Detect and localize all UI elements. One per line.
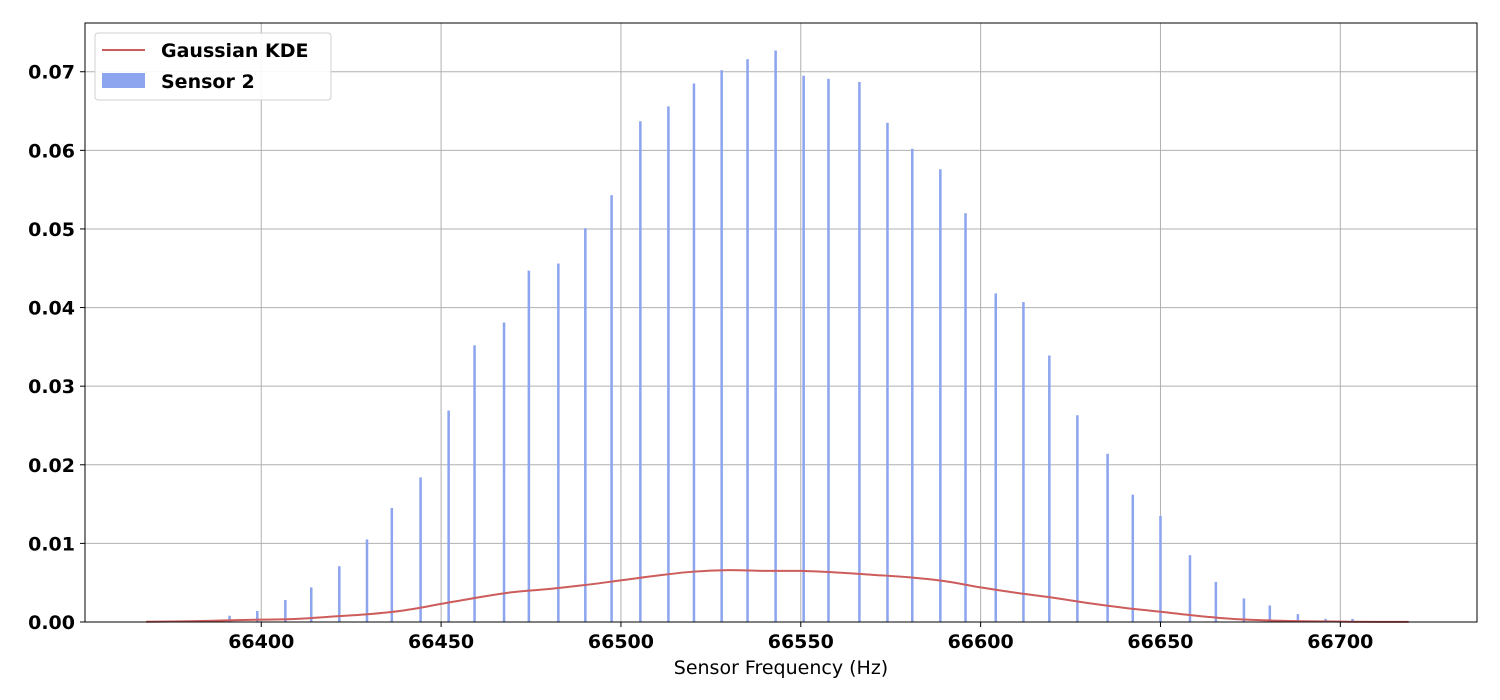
histogram-bar xyxy=(994,293,997,622)
histogram-bar xyxy=(365,539,369,622)
x-tick-label: 66550 xyxy=(768,631,834,653)
histogram-bar xyxy=(610,195,613,622)
y-tick-label: 0.06 xyxy=(28,140,75,162)
histogram-bar xyxy=(1076,415,1079,622)
histogram-bar xyxy=(886,122,889,622)
histogram-bar xyxy=(584,228,587,622)
histogram-bar xyxy=(390,508,394,622)
legend-sensor-2-swatch xyxy=(102,73,145,88)
histogram-bar xyxy=(419,477,422,622)
histogram-bar xyxy=(774,50,777,622)
histogram-bar xyxy=(720,70,723,623)
x-tick-label: 66500 xyxy=(588,631,654,653)
axis-ticks: 66400 66450 66500 66550 66600 66650 66700 0.00 0… xyxy=(28,62,1373,653)
histogram-bar xyxy=(1242,598,1246,622)
bars-sensor-2 xyxy=(201,50,1354,623)
histogram-bar xyxy=(667,106,670,623)
histogram-bar xyxy=(1131,494,1135,622)
x-tick-label: 66650 xyxy=(1127,631,1193,653)
histogram-bar xyxy=(858,81,861,623)
x-tick-label: 66400 xyxy=(228,631,294,653)
y-tick-label: 0.01 xyxy=(28,533,75,555)
kde-line xyxy=(146,569,1409,623)
histogram-bar xyxy=(1268,605,1272,622)
histogram-bar xyxy=(746,59,749,623)
histogram-bar xyxy=(1048,355,1051,622)
histogram-bar xyxy=(911,148,914,622)
histogram-bar xyxy=(557,263,560,622)
histogram-bar xyxy=(473,345,476,622)
histogram-bar xyxy=(256,610,259,622)
legend-sensor-2-label: Sensor 2 xyxy=(161,71,255,93)
histogram-bar xyxy=(827,78,830,623)
histogram-bar xyxy=(527,270,531,622)
legend-kde-label: Gaussian KDE xyxy=(161,40,309,62)
legend-box xyxy=(94,32,332,101)
histogram-bar xyxy=(939,169,942,623)
histogram-bar xyxy=(639,121,642,622)
histogram-bar xyxy=(228,615,231,622)
legend: Gaussian KDE Sensor 2 xyxy=(94,32,332,101)
histogram-bar xyxy=(309,587,313,622)
y-tick-label: 0.02 xyxy=(28,455,75,477)
histogram-bar xyxy=(1022,302,1025,622)
histogram-bar xyxy=(284,599,287,622)
histogram-bar xyxy=(447,410,450,622)
histogram-bar xyxy=(1296,614,1300,622)
histogram-bar xyxy=(1324,618,1327,622)
plot-frame xyxy=(84,22,1478,623)
histogram-bar xyxy=(1214,581,1218,622)
x-tick-label: 66450 xyxy=(408,631,474,653)
histogram-bar xyxy=(338,566,341,622)
histogram-bar xyxy=(502,322,506,622)
histogram-bar xyxy=(1351,618,1354,622)
histogram-bar xyxy=(1106,453,1109,622)
y-tick-label: 0.00 xyxy=(28,612,75,634)
histogram-bar xyxy=(1188,555,1192,622)
histogram-bar xyxy=(964,213,967,623)
histogram-bar xyxy=(1159,515,1162,622)
grid xyxy=(85,23,1477,623)
y-tick-label: 0.03 xyxy=(28,376,75,398)
x-axis-title: Sensor Frequency (Hz) xyxy=(674,657,888,679)
x-tick-label: 66600 xyxy=(948,631,1014,653)
y-tick-label: 0.05 xyxy=(28,219,75,241)
histogram-bar xyxy=(802,75,805,623)
kde-line-layer xyxy=(146,569,1409,623)
y-tick-label: 0.07 xyxy=(28,62,75,84)
histogram-bar xyxy=(692,83,696,622)
y-tick-label: 0.04 xyxy=(28,298,75,320)
x-tick-label: 66700 xyxy=(1307,631,1373,653)
